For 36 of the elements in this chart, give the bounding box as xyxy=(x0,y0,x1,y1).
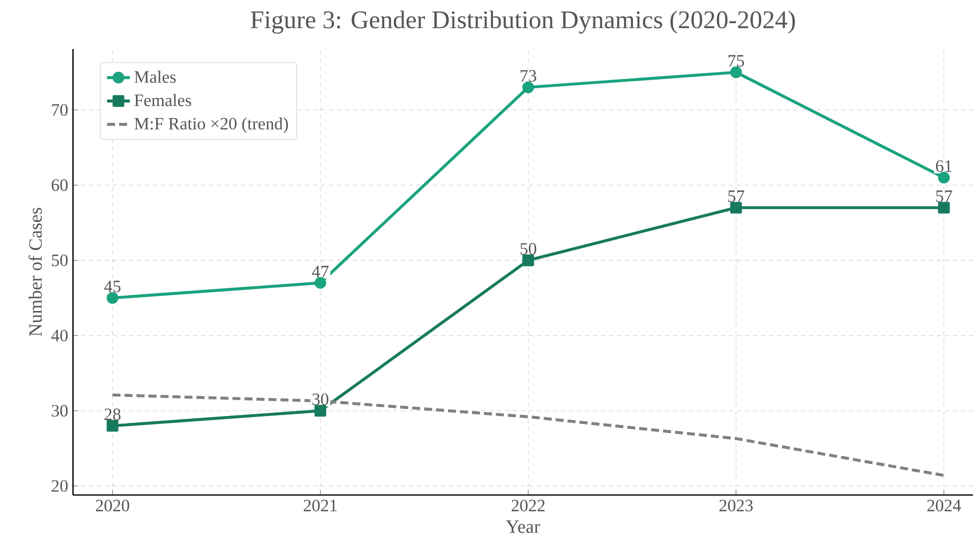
point xyxy=(938,202,950,214)
x-tick-label: 2022 xyxy=(512,500,545,512)
y-tick-label: 60 xyxy=(52,179,68,191)
point xyxy=(730,66,742,78)
point xyxy=(522,81,534,94)
data-label: 75 xyxy=(728,55,744,67)
y-tick-label: 20 xyxy=(52,480,68,492)
x-tick-label: 2024 xyxy=(927,500,961,512)
data-label: 61 xyxy=(936,160,952,172)
y-tick-label: 30 xyxy=(52,404,68,417)
point xyxy=(522,254,534,266)
point xyxy=(106,292,118,304)
y-axis-title: Number of Cases xyxy=(28,208,42,336)
data-label: 73 xyxy=(520,70,536,82)
x-tick-label: 2021 xyxy=(304,500,337,512)
x-tick-label: 2023 xyxy=(719,500,753,512)
legend-label: Females xyxy=(134,94,192,106)
x-axis-title: Year xyxy=(506,520,540,533)
point xyxy=(938,172,950,184)
data-label: 57 xyxy=(936,190,952,202)
data-label: 57 xyxy=(728,190,744,202)
data-label: 47 xyxy=(312,266,329,278)
legend-label: M:F Ratio ×20 (trend) xyxy=(134,117,288,134)
legend-label: Males xyxy=(134,70,176,83)
y-tick-label: 40 xyxy=(51,330,68,342)
point xyxy=(314,277,326,289)
data-label: 45 xyxy=(104,280,120,292)
point xyxy=(314,404,326,417)
chart-title: Figure 3: Gender Distribution Dynamics (2020-2024) xyxy=(250,10,795,34)
x-tick-label: 2020 xyxy=(96,500,130,512)
data-label: 28 xyxy=(104,408,121,420)
y-tick-label: 70 xyxy=(52,104,68,116)
point xyxy=(106,420,118,432)
point xyxy=(730,202,742,214)
y-tick-label: 50 xyxy=(52,254,68,266)
data-label: 50 xyxy=(520,243,536,255)
